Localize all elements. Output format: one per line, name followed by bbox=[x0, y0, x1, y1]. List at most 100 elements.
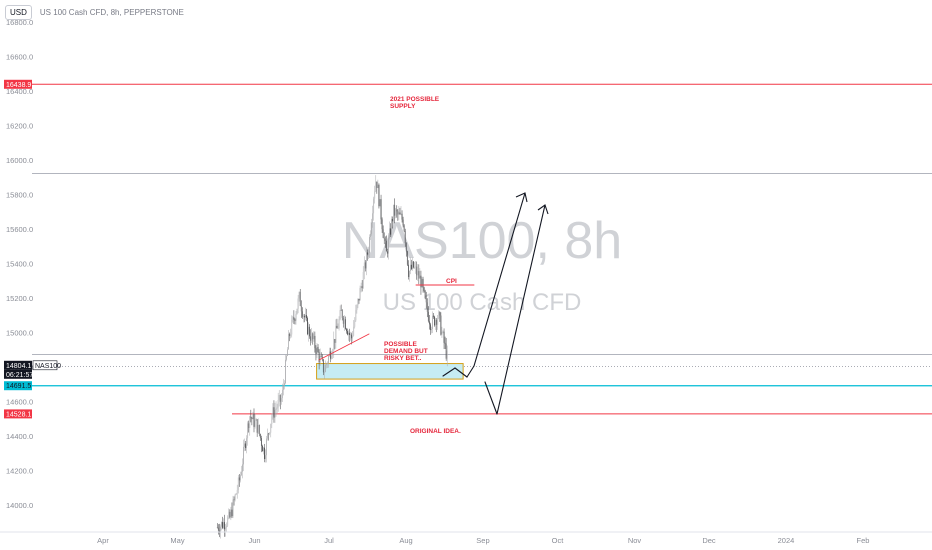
path-segment[interactable] bbox=[484, 381, 498, 415]
candle-body bbox=[375, 181, 377, 192]
time-axis[interactable]: Apr May Jun Jul Aug Sep Oct Nov Dec 2024 Feb bbox=[0, 531, 932, 545]
candle-body bbox=[280, 398, 282, 402]
candle-body bbox=[338, 319, 340, 329]
candle bbox=[364, 260, 366, 272]
candle-body bbox=[426, 302, 428, 312]
candle bbox=[260, 435, 262, 453]
candle-body bbox=[293, 317, 295, 320]
candle-body bbox=[250, 416, 252, 418]
currency-button[interactable]: USD bbox=[5, 5, 32, 20]
candle-body bbox=[362, 272, 364, 289]
candle bbox=[230, 506, 232, 521]
candle bbox=[428, 314, 430, 330]
candle-body bbox=[242, 464, 243, 472]
watermark-line2: US 100 Cash CFD bbox=[383, 289, 582, 316]
candle bbox=[415, 261, 417, 274]
candle bbox=[238, 474, 240, 487]
candle bbox=[378, 183, 380, 209]
candle bbox=[220, 524, 221, 539]
candle bbox=[401, 210, 403, 223]
candle bbox=[319, 348, 321, 366]
symbol-tag-bg bbox=[32, 360, 58, 371]
candle-body bbox=[281, 389, 283, 399]
candle bbox=[418, 264, 420, 285]
candle bbox=[216, 523, 218, 529]
candle bbox=[349, 328, 350, 342]
annotation-line: SUPPLY bbox=[390, 103, 416, 110]
demand-zone-layer[interactable] bbox=[316, 363, 464, 380]
candle bbox=[371, 218, 372, 236]
candle bbox=[305, 307, 306, 321]
candle-body bbox=[417, 271, 419, 276]
candle bbox=[252, 411, 254, 420]
candle-body bbox=[247, 423, 249, 439]
path-segment[interactable] bbox=[454, 367, 468, 378]
candle-body bbox=[235, 493, 237, 495]
candle bbox=[280, 393, 282, 405]
candle bbox=[446, 345, 448, 367]
candle-body bbox=[256, 419, 258, 433]
candle bbox=[299, 288, 301, 307]
candle-body bbox=[369, 237, 370, 253]
candle-body bbox=[249, 416, 251, 429]
candle-body bbox=[336, 325, 338, 329]
candle-body bbox=[409, 271, 410, 277]
candle-body bbox=[363, 262, 365, 273]
demand-zone-box[interactable] bbox=[316, 363, 464, 380]
candle bbox=[283, 378, 284, 396]
candle-body bbox=[422, 278, 424, 288]
candle-body bbox=[379, 199, 381, 207]
drawing-layer[interactable] bbox=[318, 192, 549, 415]
candle bbox=[223, 518, 224, 530]
candle bbox=[430, 322, 431, 335]
trend-line[interactable] bbox=[318, 333, 370, 361]
path-segment[interactable] bbox=[466, 365, 475, 378]
annotation-text: 2021 POSSIBLE SUPPLY bbox=[390, 96, 440, 110]
x-tick-label: Jul bbox=[324, 536, 334, 545]
candle-body bbox=[443, 331, 445, 343]
candle-body bbox=[327, 363, 328, 364]
candle-body bbox=[430, 324, 431, 331]
price-axis[interactable]: 14000.014200.014400.014600.014800.015000… bbox=[6, 18, 33, 510]
candle-body bbox=[334, 339, 336, 343]
candle bbox=[304, 313, 305, 323]
candle-body bbox=[441, 331, 443, 335]
scenario-arrow-1[interactable] bbox=[473, 192, 526, 367]
candle bbox=[313, 331, 315, 342]
candle bbox=[232, 495, 234, 519]
candle-body bbox=[396, 209, 398, 212]
candle bbox=[228, 508, 230, 520]
x-tick-label: May bbox=[170, 536, 184, 545]
candle-body bbox=[216, 527, 218, 529]
y-tick-label: 16800.0 bbox=[6, 18, 33, 27]
scenario-arrow-2[interactable] bbox=[496, 204, 546, 415]
candle bbox=[327, 361, 328, 368]
annotation-line: ORIGINAL IDEA. bbox=[410, 428, 461, 435]
candle-body bbox=[222, 522, 223, 528]
level-price-tag-bg bbox=[4, 409, 32, 419]
candle bbox=[224, 514, 225, 537]
candle bbox=[411, 259, 412, 271]
candle bbox=[384, 236, 386, 248]
candle-body bbox=[265, 455, 266, 460]
candle bbox=[265, 449, 266, 463]
candle-body bbox=[263, 447, 264, 452]
candle-body bbox=[344, 319, 346, 330]
candle-body bbox=[382, 229, 384, 238]
candle bbox=[396, 205, 398, 218]
candle bbox=[257, 418, 259, 434]
path-segment[interactable] bbox=[442, 367, 456, 377]
candle-body bbox=[307, 318, 308, 335]
candle-body bbox=[230, 509, 232, 518]
candle-body bbox=[335, 325, 337, 343]
candle bbox=[338, 316, 340, 331]
candle bbox=[316, 343, 318, 359]
candle bbox=[390, 223, 391, 237]
candle-body bbox=[423, 287, 425, 291]
y-tick-label: 15600.0 bbox=[6, 225, 33, 234]
candle bbox=[382, 225, 384, 239]
candle-body bbox=[357, 298, 359, 306]
candle bbox=[326, 362, 327, 369]
candle-body bbox=[419, 275, 421, 279]
